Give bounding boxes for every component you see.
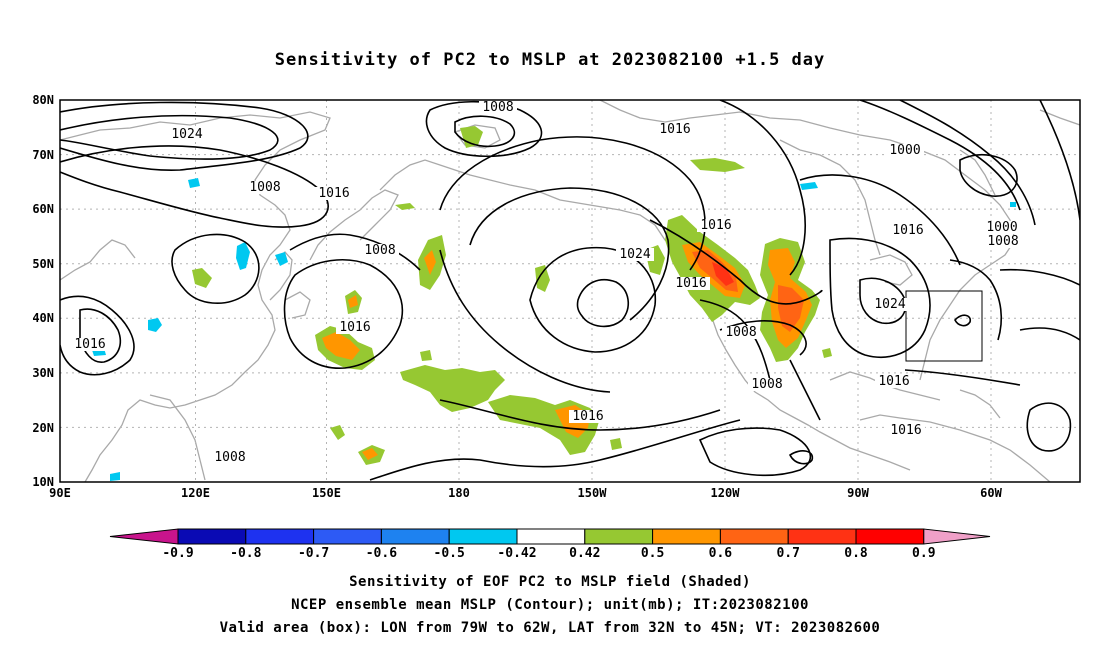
contour-label: 1008 [214,450,245,465]
coastlines [60,100,1080,482]
contour-label-bg [722,326,760,339]
lon-label: 150E [312,486,341,500]
map-title: Sensitivity of PC2 to MSLP at 2023082100… [274,50,826,70]
latitude-labels: 80N 70N 60N 50N 40N 30N 20N 10N [32,93,54,489]
contour-label-bg [361,244,399,257]
lon-label: 120E [181,486,210,500]
lon-label: 180 [448,486,470,500]
lat-label: 70N [32,148,54,162]
contour-label: 1024 [619,247,650,262]
footer-line-valid-area: Valid area (box): LON from 79W to 62W, L… [219,620,881,636]
sensitivity-shading [92,126,1016,481]
contour-label: 1008 [364,243,395,258]
contour-label-bg [889,224,927,237]
longitude-labels: 90E 120E 150E 180 150W 120W 90W 60W [49,486,1002,500]
contour-label-bg [887,424,925,437]
contour-label: 1016 [659,122,690,137]
contour-label: 1024 [171,127,202,142]
contour-label-bg [656,123,694,136]
footer-line-contour: NCEP ensemble mean MSLP (Contour); unit(… [291,597,809,613]
colorbar-label: -0.7 [298,546,329,561]
contour-label-bg [315,187,353,200]
contour-label-bg [984,235,1022,248]
contour-label: 1008 [249,180,280,195]
colorbar-label: 0.8 [844,546,868,561]
contour-label: 1016 [675,276,706,291]
contour-label-bg [71,338,109,351]
lat-label: 60N [32,202,54,216]
contour-label-bg [336,321,374,334]
lat-label: 40N [32,311,54,325]
lat-label: 50N [32,257,54,271]
colorbar-segment [855,528,925,545]
colorbar-label: -0.8 [230,546,261,561]
contour-label-bg [672,277,710,290]
colorbar-segment [584,528,654,545]
contour-label: 1008 [482,100,513,115]
lon-label: 120W [711,486,741,500]
colorbar-segment [313,528,382,545]
colorbar-label: 0.9 [912,546,935,561]
colorbar-label: -0.6 [366,546,397,561]
contour-label: 1016 [892,223,923,238]
colorbar-segment [652,528,721,545]
contour-label: 1016 [339,320,370,335]
lon-label: 150W [578,486,608,500]
colorbar-high-extension [923,528,991,545]
contour-label-bg [479,101,517,114]
colorbar-label: -0.42 [497,546,536,561]
lon-label: 90E [49,486,71,500]
contour-label-bg [871,298,909,311]
contour-label-bg [875,375,913,388]
contour-label: 1024 [874,297,905,312]
colorbar-segment [245,528,315,545]
colorbar-label: -0.5 [434,546,465,561]
colorbar-label: 0.5 [641,546,664,561]
colorbar-segment [787,528,857,545]
colorbar-label: -0.9 [162,546,193,561]
contour-label: 1016 [318,186,349,201]
lat-label: 10N [32,475,54,489]
lat-label: 20N [32,421,54,435]
lat-label: 80N [32,93,54,107]
contour-label-bg [168,128,206,141]
contour-label-bg [211,451,249,464]
lon-label: 60W [980,486,1002,500]
contour-label: 1016 [700,218,731,233]
contour-label-bg [569,410,607,423]
lat-label: 30N [32,366,54,380]
colorbar-label: 0.42 [569,546,600,561]
contour-label: 1008 [751,377,782,392]
contour-label: 1016 [572,409,603,424]
contour-label-bg [616,248,654,261]
contour-label: 1016 [74,337,105,352]
colorbar-label: 0.6 [709,546,733,561]
colorbar: -0.9 -0.8 -0.7 -0.6 -0.5 -0.42 0.42 0.5 0.6 0.7 0.… [109,528,991,561]
contour-label-bg [246,181,284,194]
mslp-contours [60,100,1080,481]
colorbar-segment [177,528,247,545]
colorbar-low-extension [109,528,179,545]
contour-label: 1016 [890,423,921,438]
colorbar-label: 0.7 [776,546,799,561]
contour-label-bg [983,221,1021,234]
colorbar-segment [516,528,586,545]
contour-label: 1000 [889,143,920,158]
colorbar-segment [719,528,789,545]
footer-line-shading: Sensitivity of EOF PC2 to MSLP field (Sh… [349,574,751,590]
colorbar-segment [380,528,450,545]
contour-label: 1008 [725,325,756,340]
contour-label-bg [886,144,924,157]
lon-label: 90W [847,486,869,500]
contour-label: 1016 [878,374,909,389]
valid-area-box [905,290,983,362]
contour-label-bg [697,219,735,232]
colorbar-segment [448,528,518,545]
plot-frame [59,99,1081,483]
contour-label: 1000 [986,220,1017,235]
contour-label: 1008 [987,234,1018,249]
contour-label-bg [748,378,786,391]
